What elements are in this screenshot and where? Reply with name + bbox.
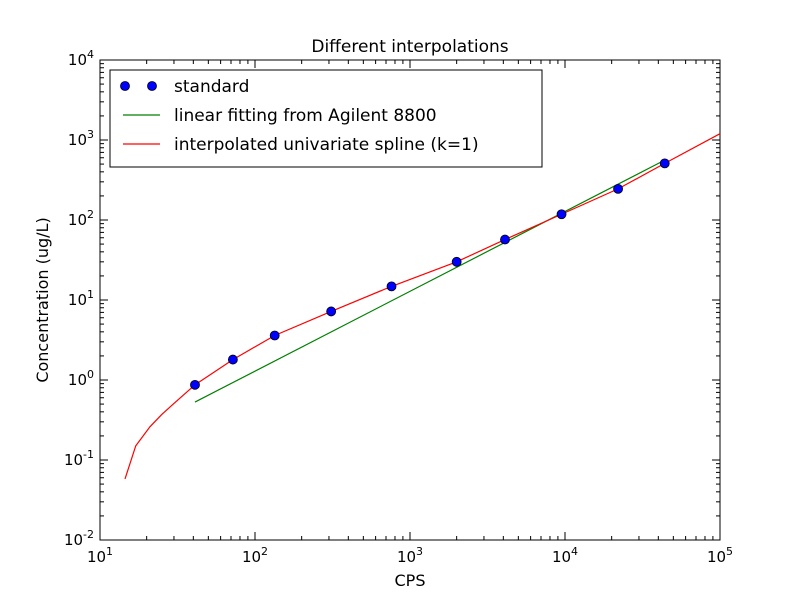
y-tick-label: 103	[68, 128, 94, 149]
y-tick-label: 101	[68, 288, 94, 309]
y-tick-label: 10-2	[64, 528, 94, 549]
axis-ticks: 101 102 103 104 105 10-2 10-1 100 101 102 103 104	[64, 48, 733, 566]
x-tick-label: 101	[87, 545, 113, 566]
legend-label: interpolated univariate spline (k=1)	[174, 135, 479, 155]
legend-label: linear fitting from Agilent 8800	[174, 106, 437, 126]
y-axis-label: Concentration (ug/L)	[33, 217, 52, 382]
series-line-linear-fitting-from-agilent-8800	[194, 159, 666, 403]
legend-box	[109, 69, 543, 168]
standard-point	[227, 354, 238, 365]
x-tick-label: 103	[397, 545, 423, 566]
series-layer	[124, 133, 721, 480]
y-tick-label: 10-1	[64, 448, 94, 469]
standard-point	[269, 330, 280, 341]
x-tick-label: 105	[707, 545, 733, 566]
y-tick-label: 104	[68, 48, 94, 69]
series-line-interpolated-univariate-spline-k-1	[124, 133, 721, 480]
y-tick-label: 102	[68, 208, 94, 229]
standard-point	[556, 209, 567, 220]
legend: standard linear fitting from Agilent 8800…	[109, 69, 543, 168]
standard-point	[500, 234, 510, 245]
standard-point	[613, 183, 623, 194]
standard-point	[659, 158, 670, 169]
standard-point	[190, 379, 200, 390]
y-tick-label: 100	[68, 368, 94, 389]
legend-marker	[147, 81, 157, 91]
chart-title: Different interpolations	[311, 37, 508, 57]
standard-point	[326, 306, 337, 317]
x-axis-label: CPS	[395, 571, 426, 590]
standard-point	[451, 256, 462, 267]
x-tick-label: 102	[242, 545, 268, 566]
legend-label: standard	[174, 77, 249, 97]
x-tick-label: 104	[552, 545, 578, 566]
standard-point	[386, 281, 397, 292]
legend-marker	[120, 81, 130, 91]
